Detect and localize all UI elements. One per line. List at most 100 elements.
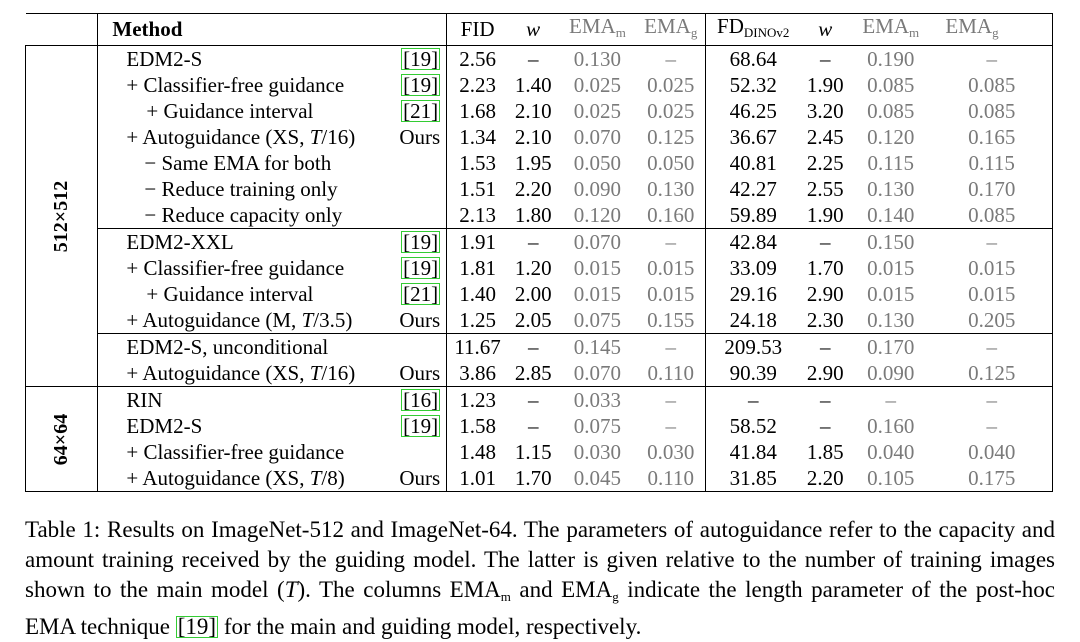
method-cell: + Autoguidance (M, T/3.5) bbox=[97, 307, 392, 334]
header-method: Method bbox=[97, 13, 392, 46]
citation-link[interactable]: [19] bbox=[401, 255, 441, 280]
w-cell: – bbox=[527, 334, 539, 359]
ema-g2-cell: 0.085 bbox=[931, 72, 1054, 98]
w2-cell: 1.70 bbox=[806, 255, 844, 280]
fid-cell: 1.81 bbox=[459, 255, 496, 280]
ref-cell: Ours bbox=[391, 307, 448, 334]
fid-cell: 1.25 bbox=[446, 307, 508, 334]
ema-g-cell: – bbox=[636, 386, 707, 413]
ema-g2-cell: 0.015 bbox=[931, 281, 1054, 307]
ema-m-cell: 0.070 bbox=[573, 229, 622, 254]
ema-m-cell: 0.070 bbox=[558, 360, 637, 387]
citation-link[interactable]: [16] bbox=[401, 387, 441, 412]
method-cell: + Classifier-free guidance bbox=[97, 439, 392, 465]
w2-cell: 2.30 bbox=[800, 307, 851, 334]
table-row: + Classifier-free guidance 1.48 1.15 0.030 0… bbox=[26, 439, 1054, 465]
table-row: + Autoguidance (XS, T/16) Ours 3.86 2.85 0.0… bbox=[26, 360, 1054, 387]
method-cell: + Autoguidance (XS, T/16) bbox=[97, 360, 392, 387]
fid-cell: 1.53 bbox=[459, 150, 496, 175]
table-row: EDM2-S [19] 1.58–0.075–58.52–0.160– bbox=[26, 413, 1054, 439]
ema-g2-cell: – bbox=[931, 333, 1054, 360]
ema-m2-cell: 0.085 bbox=[867, 72, 915, 97]
fd-dinov2-cell: – bbox=[747, 387, 759, 412]
citation-link[interactable]: [19] bbox=[401, 413, 441, 438]
citation-link[interactable]: [21] bbox=[401, 98, 441, 123]
w-cell: – bbox=[527, 229, 539, 254]
fd-dinov2-cell: 46.25 bbox=[729, 98, 777, 123]
w2-cell: – bbox=[819, 46, 831, 71]
citation-link[interactable]: [19] bbox=[175, 614, 219, 639]
ema-m2-cell: 0.130 bbox=[867, 176, 915, 201]
ref-cell: [19] bbox=[391, 45, 448, 72]
method-cell: + Classifier-free guidance bbox=[97, 255, 392, 281]
table-row: 512×512 EDM2-S [19] 2.56–0.130–68.64–0.190– bbox=[24, 45, 1054, 387]
fd-dinov2-cell: 90.39 bbox=[705, 360, 801, 387]
ref-cell bbox=[391, 333, 448, 360]
ema-g2-cell: – bbox=[931, 386, 1054, 413]
ema-g-cell: 0.015 bbox=[636, 281, 707, 307]
ema-m-cell: 0.120 bbox=[558, 202, 637, 229]
table-row: + Autoguidance (XS, T/16) Ours 1.34 2.10 0.0… bbox=[26, 124, 1054, 150]
table-row: + Classifier-free guidance [19] 1.81 1.20 0.… bbox=[26, 255, 1054, 281]
w2-cell: – bbox=[819, 413, 831, 438]
citation-link[interactable]: [21] bbox=[401, 281, 441, 306]
table-row: + Autoguidance (M, T/3.5) Ours 1.25 2.05 0.0… bbox=[26, 307, 1054, 334]
w2-cell: 1.85 bbox=[806, 439, 844, 464]
citation-link[interactable]: [19] bbox=[401, 46, 441, 71]
method-cell: + Classifier-free guidance bbox=[97, 72, 392, 98]
table-row: + Guidance interval [21] 1.40 2.00 0.015 0.01… bbox=[26, 281, 1054, 307]
ema-g-cell: 0.025 bbox=[636, 72, 707, 98]
ema-g-cell: 0.110 bbox=[636, 360, 707, 387]
header-fid: FID bbox=[460, 17, 495, 41]
ref-cell: [21] bbox=[391, 98, 448, 124]
ema-g2-cell: 0.175 bbox=[931, 465, 1054, 492]
fid-cell: 2.23 bbox=[459, 72, 496, 97]
w2-cell: – bbox=[819, 387, 831, 412]
method-cell: + Guidance interval bbox=[97, 281, 392, 307]
ema-g2-cell: 0.165 bbox=[931, 124, 1054, 150]
ema-m2-cell: 0.015 bbox=[867, 255, 915, 280]
ema-g-cell: 0.160 bbox=[636, 202, 707, 229]
ema-g-cell: 0.050 bbox=[636, 150, 707, 176]
table-row: + Classifier-free guidance [19] 2.23 1.40 0.… bbox=[26, 72, 1054, 98]
ema-m-cell: 0.015 bbox=[573, 281, 622, 306]
ema-m-cell: 0.033 bbox=[573, 387, 622, 412]
w-cell: 2.05 bbox=[507, 307, 559, 334]
w2-cell: 1.90 bbox=[800, 202, 851, 229]
ema-g-cell: – bbox=[636, 413, 707, 439]
method-cell: − Reduce capacity only bbox=[97, 202, 392, 229]
w-cell: 1.40 bbox=[514, 72, 552, 97]
fid-cell: 1.91 bbox=[459, 229, 496, 254]
ema-m-cell: 0.030 bbox=[573, 439, 622, 464]
fd-dinov2-cell: 33.09 bbox=[729, 255, 777, 280]
fd-dinov2-cell: 41.84 bbox=[729, 439, 777, 464]
ref-cell: [19] bbox=[391, 228, 448, 255]
ref-cell: [19] bbox=[391, 413, 448, 439]
table-row: − Reduce training only 1.51 2.20 0.090 0.130… bbox=[26, 176, 1054, 202]
w-cell: 2.00 bbox=[514, 281, 552, 306]
ema-m-cell: 0.075 bbox=[558, 307, 637, 334]
fid-cell: 2.13 bbox=[446, 202, 508, 229]
ref-cell: Ours bbox=[391, 124, 448, 150]
ema-g2-cell: 0.040 bbox=[931, 439, 1054, 465]
fd-dinov2-cell: 209.53 bbox=[724, 334, 783, 359]
ref-cell bbox=[391, 202, 448, 229]
table-row: EDM2-XXL [19] 1.91–0.070–42.84–0.150– bbox=[26, 228, 1054, 255]
citation-link[interactable]: [19] bbox=[401, 229, 441, 254]
ema-m2-cell: 0.085 bbox=[867, 98, 915, 123]
ema-m-cell: 0.050 bbox=[573, 150, 622, 175]
fid-cell: 1.58 bbox=[459, 413, 496, 438]
ref-cell bbox=[391, 150, 448, 176]
method-cell: RIN bbox=[97, 386, 392, 413]
table-header-row: Method FID w EMAm EMAg FDDINOv2 w EMAm E… bbox=[25, 13, 1054, 46]
ref-cell: [16] bbox=[391, 386, 448, 413]
ema-g-cell: – bbox=[636, 333, 707, 360]
ema-g-cell: 0.110 bbox=[636, 465, 707, 492]
citation-link[interactable]: [19] bbox=[401, 72, 441, 97]
ref-cell: Ours bbox=[391, 360, 448, 387]
fid-cell: 1.51 bbox=[459, 176, 496, 201]
ref-cell: [19] bbox=[391, 255, 448, 281]
ema-g-cell: 0.130 bbox=[636, 176, 707, 202]
ema-g2-cell: – bbox=[931, 45, 1054, 72]
table-caption: Table 1: Results on ImageNet-512 and Ima… bbox=[25, 517, 1055, 639]
